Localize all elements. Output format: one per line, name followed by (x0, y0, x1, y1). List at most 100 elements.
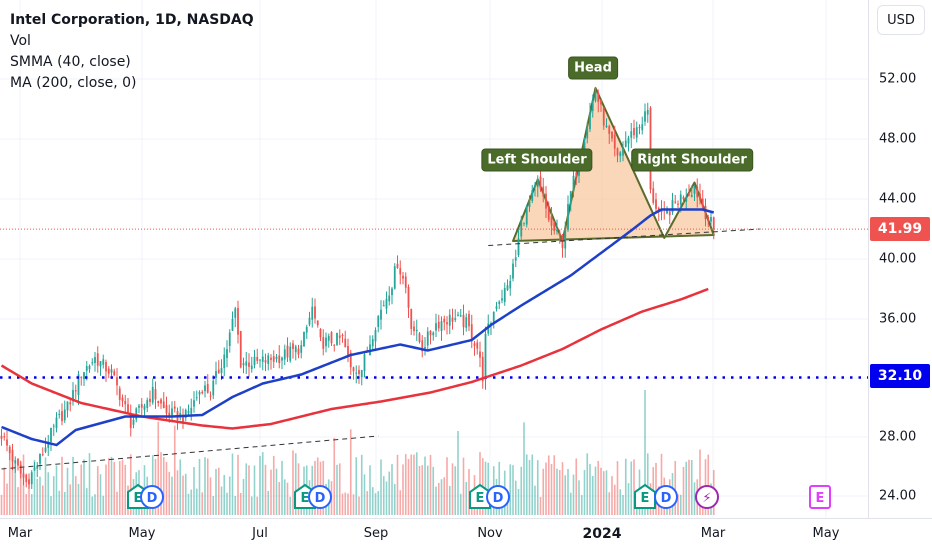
head-label[interactable]: Head (568, 56, 618, 80)
volume-bar (591, 475, 594, 515)
volume-bar (341, 493, 344, 515)
volume-bar (421, 465, 424, 515)
volume-bar (371, 487, 374, 515)
volume-bar (682, 466, 685, 515)
volume-bar (239, 493, 242, 515)
candle-body (292, 343, 294, 349)
candle-body (484, 333, 487, 380)
legend-ma[interactable]: MA (200, close, 0) (10, 75, 137, 91)
candle-body (138, 405, 140, 408)
candle-body (168, 412, 171, 417)
volume-bar (80, 464, 83, 515)
last-price-tag: 41.99 (870, 217, 930, 241)
future-earnings-badge[interactable]: E (809, 485, 831, 509)
candle-body (195, 397, 198, 399)
candle-body (556, 229, 558, 232)
split-badge[interactable]: ⚡ (695, 485, 719, 509)
candle-body (605, 125, 608, 128)
earnings-badge[interactable]: E (634, 483, 656, 509)
candles (0, 86, 715, 490)
time-tick: May (128, 526, 156, 541)
candle-body (536, 178, 539, 187)
volume-bar (677, 494, 679, 515)
volume-bar (679, 494, 682, 515)
event-letter: E (476, 491, 485, 506)
left-shoulder-label[interactable]: Left Shoulder (481, 148, 593, 172)
volume-bar (374, 493, 377, 515)
candle-body (668, 211, 671, 216)
candle-body (275, 356, 278, 359)
time-axis[interactable]: Mar May Jul Sep Nov 2024 Mar May (0, 518, 932, 551)
candle-body (231, 318, 234, 331)
candle-body (187, 411, 190, 414)
candle-body (514, 257, 517, 261)
volume-bar (215, 468, 217, 515)
candle-body (611, 131, 613, 139)
price-axis[interactable]: USD 52.00 48.00 44.00 40.00 36.00 28.00 … (868, 0, 932, 518)
right-shoulder-label[interactable]: Right Shoulder (631, 148, 753, 172)
currency-button[interactable]: USD (877, 5, 925, 35)
candle-body (259, 359, 261, 361)
volume-bar (580, 495, 583, 515)
candle-body (547, 206, 550, 220)
candle-body (308, 317, 311, 325)
candle-body (201, 391, 204, 394)
candle-body (492, 311, 495, 322)
candle-body (3, 436, 6, 438)
volume-bar (193, 467, 195, 515)
volume-bar (58, 490, 61, 515)
legend-smma[interactable]: SMMA (40, close) (10, 54, 131, 70)
volume-bar (11, 454, 14, 515)
candle-body (498, 301, 501, 305)
volume-bar (83, 459, 85, 515)
volume-bar (418, 465, 421, 515)
volume-bar (17, 487, 19, 515)
candle-body (655, 199, 657, 209)
candle-body (371, 339, 374, 347)
candle-body (47, 444, 50, 448)
volume-bar (47, 472, 50, 515)
volume-bar (91, 496, 94, 515)
candle-body (226, 349, 228, 358)
candle-body (470, 324, 473, 341)
candle-body (242, 363, 245, 366)
volume-bar (3, 467, 6, 515)
volume-bar (173, 425, 176, 515)
candle-body (473, 343, 476, 346)
volume-bar (69, 484, 72, 515)
price-chart[interactable]: E D E D E D E D ⚡ E (0, 0, 868, 518)
dividend-badge[interactable]: D (654, 485, 678, 509)
volume-bar (594, 466, 597, 515)
candle-body (545, 193, 547, 209)
event-letter: E (301, 491, 310, 506)
volume-bar (487, 462, 490, 515)
dividend-badge[interactable]: D (486, 485, 510, 509)
volume-bar (443, 477, 446, 515)
volume-bar (622, 494, 624, 515)
volume-bar (74, 476, 77, 515)
volume-bar (44, 457, 47, 515)
volume-bar (624, 458, 627, 515)
event-letter: E (816, 491, 825, 506)
volume-bar (333, 437, 336, 515)
earnings-badge[interactable]: E (469, 483, 491, 509)
volume-bar (536, 460, 539, 515)
volume-bar (611, 476, 613, 515)
dividend-badge[interactable]: D (308, 485, 332, 509)
volume-bar (264, 464, 267, 515)
symbol-title[interactable]: Intel Corporation, 1D, NASDAQ (10, 12, 254, 28)
volume-bar (366, 491, 369, 515)
candle-body (220, 368, 223, 374)
candle-body (253, 356, 256, 366)
dividend-badge[interactable]: D (140, 485, 164, 509)
candle-body (701, 198, 704, 208)
candle-body (44, 447, 47, 452)
volume-bar (176, 470, 179, 515)
volume-bar (113, 461, 116, 515)
candle-body (391, 288, 393, 296)
legend-vol[interactable]: Vol (10, 33, 31, 49)
candle-body (512, 263, 514, 279)
volume-bar (457, 430, 459, 515)
candle-body (481, 356, 484, 382)
candle-body (410, 309, 413, 329)
